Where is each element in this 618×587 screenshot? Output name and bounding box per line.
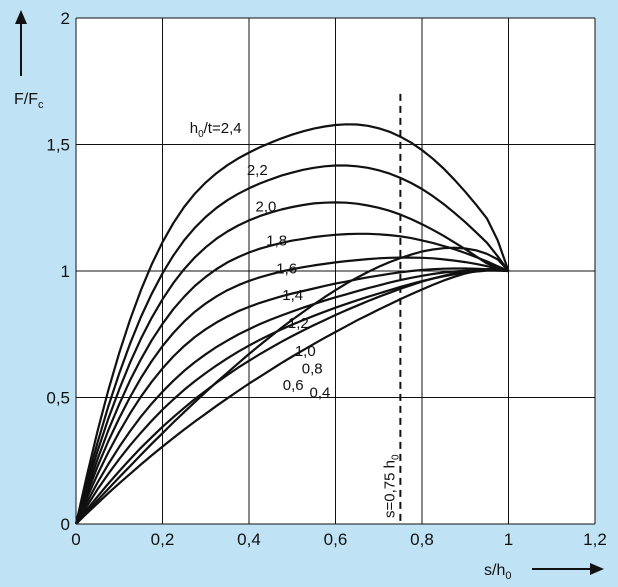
x-tick-label: 0,4 xyxy=(237,530,261,549)
x-tick-label: 1,2 xyxy=(583,530,607,549)
annotation-group: s=0,75 h0 xyxy=(381,93,402,524)
y-tick-label: 1,5 xyxy=(46,136,70,155)
x-tick-label: 0 xyxy=(71,530,80,549)
curve-label-1: 2,2 xyxy=(247,162,268,179)
series-line-0 xyxy=(75,246,510,525)
curve-label-5: 1,4 xyxy=(282,287,303,304)
y-axis-title: F/Fc xyxy=(14,91,44,111)
curve-label-6: 1,2 xyxy=(288,315,309,332)
x-axis-title: s/h0 xyxy=(484,562,511,582)
series-line-10 xyxy=(74,123,510,525)
series-line-7 xyxy=(74,232,509,525)
tick-labels: 0 0,2 0,4 0,6 0,8 1 1,200,511,52 xyxy=(46,9,606,549)
y-axis-arrowhead xyxy=(15,10,27,24)
series-line-8 xyxy=(74,201,509,525)
x-axis-title-sub: 0 xyxy=(505,570,511,582)
curve-labels: h0/t=2,4 2,2 2,0 1,8 1,6 1,4 1,2 1,00,80,6 0,4 xyxy=(190,120,331,401)
y-tick-label: 0 xyxy=(61,515,70,534)
curve-label-3: 1,8 xyxy=(266,233,287,250)
series-line-9 xyxy=(74,164,510,525)
curve-label-rest: /t=2,4 xyxy=(204,120,242,137)
y-tick-label: 1 xyxy=(61,262,70,281)
curve-label-4: 1,6 xyxy=(276,261,297,278)
curve-label-sub: 0 xyxy=(198,129,204,140)
series-line-4 xyxy=(75,269,509,525)
series-line-3 xyxy=(75,269,509,525)
curve-label-2: 2,0 xyxy=(255,199,276,216)
curve-label-8: 0,8 xyxy=(302,360,323,377)
x-tick-label: 0,6 xyxy=(324,530,348,549)
x-axis-title-main: s/h xyxy=(484,562,505,579)
x-tick-label: 0,2 xyxy=(151,530,175,549)
x-tick-label: 1 xyxy=(504,530,513,549)
curve-label-0: h0/t=2,4 xyxy=(190,120,242,140)
y-axis-title-main: F/F xyxy=(14,91,38,108)
x-axis-arrowhead xyxy=(590,563,604,575)
annotation-label-main: s=0,75 h xyxy=(381,460,398,518)
curve-label-10: 0,4 xyxy=(310,385,331,402)
y-axis-title-sub: c xyxy=(38,99,44,111)
series-group xyxy=(74,123,510,525)
curve-label-9: 0,6 xyxy=(283,377,304,394)
series-line-5 xyxy=(74,267,509,525)
annotation-label-sub: 0 xyxy=(390,454,401,460)
annotation-label: s=0,75 h0 xyxy=(381,454,401,518)
y-tick-label: 0,5 xyxy=(46,389,70,408)
curve-label-main: h xyxy=(190,120,198,137)
series-line-6 xyxy=(74,256,509,525)
series-line-1 xyxy=(75,267,509,525)
x-tick-label: 0,8 xyxy=(410,530,434,549)
y-tick-label: 2 xyxy=(61,9,70,28)
curve-label-7: 1,0 xyxy=(295,343,316,360)
